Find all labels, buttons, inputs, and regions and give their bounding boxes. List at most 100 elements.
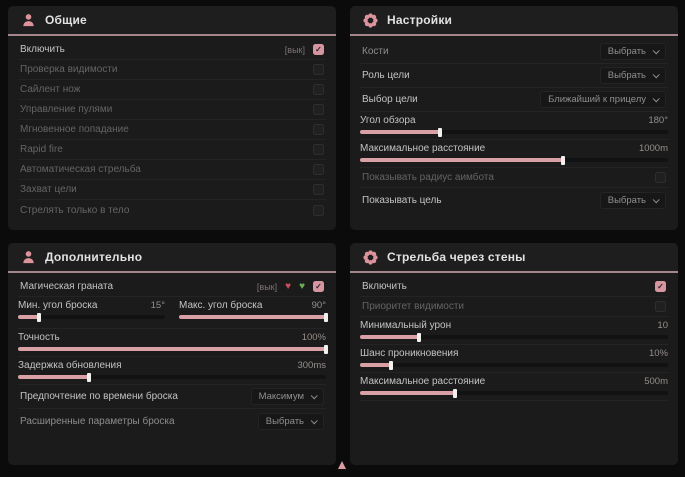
slider-fill[interactable] — [18, 372, 91, 382]
checkbox[interactable] — [313, 84, 324, 95]
green-heart-icon — [299, 282, 305, 292]
checkbox[interactable] — [313, 144, 324, 155]
chevron-down-icon — [652, 95, 660, 103]
hotkey-badge: [вык] — [256, 281, 278, 292]
row-label: Выбор цели — [362, 94, 418, 105]
dropdown-bones[interactable]: Кости Выбрать — [360, 40, 668, 64]
slider-fov[interactable]: Угол обзора 180° — [360, 112, 668, 140]
panel-general-header[interactable]: Общие — [8, 6, 336, 36]
slider-min-throw-angle[interactable]: Мин. угол броска 15° — [18, 300, 165, 328]
toggle-enable[interactable]: Включить [вык] — [18, 40, 326, 60]
slider-accuracy[interactable]: Точность 100% — [18, 329, 328, 357]
chevron-down-icon — [310, 392, 318, 400]
row-label: Мгновенное попадание — [20, 124, 129, 135]
person-icon — [23, 250, 34, 263]
slider-fill[interactable] — [360, 332, 421, 342]
checkbox-enable[interactable] — [313, 44, 324, 55]
throw-time-select[interactable]: Максимум — [250, 388, 324, 405]
row-label: Стрелять только в тело — [20, 204, 130, 216]
row-label: Задержка обновления — [18, 360, 122, 371]
target-role-select[interactable]: Выбрать — [599, 67, 666, 84]
panel-wallbang-header[interactable]: Стрельба через стены — [350, 243, 678, 273]
dropdown-throw-time-preference[interactable]: Предпочтение по времени броска Максимум — [18, 385, 326, 409]
slider-fill[interactable] — [360, 360, 393, 370]
row-label: Управление пулями — [20, 104, 113, 115]
slider-track[interactable] — [360, 155, 668, 165]
toggle-visibility-priority[interactable]: Приоритет видимости — [360, 297, 668, 317]
chevron-down-icon — [652, 71, 660, 79]
checkbox[interactable] — [313, 124, 324, 135]
panel-general: Общие Включить [вык] Проверка видимости … — [8, 6, 336, 230]
slider-fill[interactable] — [18, 344, 328, 354]
toggle-magic-grenade[interactable]: Магическая граната [вык] — [18, 277, 326, 297]
dropdown-show-target[interactable]: Показывать цель Выбрать — [360, 188, 668, 212]
row-label: Предпочтение по времени броска — [20, 391, 178, 402]
slider-max-throw-angle[interactable]: Макс. угол броска 90° — [179, 300, 328, 328]
toggle-instant-hit[interactable]: Мгновенное попадание — [18, 120, 326, 140]
slider-track[interactable] — [18, 312, 165, 322]
checkbox[interactable] — [313, 184, 324, 195]
slider-fill[interactable] — [360, 155, 566, 165]
toggle-rapid-fire[interactable]: Rapid fire — [18, 140, 326, 160]
toggle-bullet-control[interactable]: Управление пулями — [18, 100, 326, 120]
dropdown-extended-throw-params[interactable]: Расширенные параметры броска Выбрать — [18, 409, 326, 433]
slider-track[interactable] — [179, 312, 328, 322]
checkbox-wallbang-enable[interactable] — [655, 281, 666, 292]
select-value: Максимум — [258, 391, 304, 402]
slider-track[interactable] — [360, 127, 668, 137]
checkbox[interactable] — [313, 164, 324, 175]
throw-angle-sliders: Мин. угол броска 15° Макс. угол броска 9… — [18, 297, 328, 329]
toggle-auto-fire[interactable]: Автоматическая стрельба — [18, 160, 326, 180]
toggle-body-only[interactable]: Стрелять только в тело — [18, 200, 326, 220]
slider-min-damage[interactable]: Минимальный урон 10 — [360, 317, 668, 345]
slider-value: 100% — [301, 332, 326, 343]
flower-icon — [363, 12, 378, 28]
toggle-show-aimbot-radius[interactable]: Показывать радиус аимбота — [360, 168, 668, 188]
toggle-wallbang-enable[interactable]: Включить — [360, 277, 668, 297]
row-label: Макс. угол броска — [179, 300, 263, 311]
panel-title: Общие — [45, 13, 87, 27]
checkbox[interactable] — [655, 172, 666, 183]
row-label: Максимальное расстояние — [360, 143, 486, 154]
select-value: Выбрать — [607, 70, 646, 81]
slider-wallbang-max-distance[interactable]: Максимальное расстояние 500m — [360, 373, 668, 401]
slider-fill[interactable] — [360, 388, 458, 398]
slider-value: 10% — [648, 348, 668, 359]
slider-track[interactable] — [360, 388, 668, 398]
extended-params-select[interactable]: Выбрать — [257, 412, 324, 430]
show-target-select[interactable]: Выбрать — [599, 191, 666, 209]
dropdown-target-selection[interactable]: Выбор цели Ближайший к прицелу — [360, 88, 668, 112]
toggle-target-lock[interactable]: Захват цели — [18, 180, 326, 200]
panel-settings-header[interactable]: Настройки — [350, 6, 678, 36]
row-label: Магическая граната — [20, 281, 114, 292]
broken-heart-icon — [285, 282, 291, 292]
row-label: Включить — [20, 44, 65, 55]
slider-fill[interactable] — [179, 312, 328, 322]
slider-fill[interactable] — [360, 127, 443, 137]
checkbox[interactable] — [313, 204, 324, 216]
slider-track[interactable] — [360, 332, 668, 342]
slider-fill[interactable] — [18, 312, 41, 322]
slider-track[interactable] — [360, 360, 668, 370]
target-selection-select[interactable]: Ближайший к прицелу — [540, 91, 666, 108]
row-label: Показывать радиус аимбота — [362, 172, 494, 183]
checkbox[interactable] — [313, 104, 324, 115]
checkbox[interactable] — [313, 64, 324, 75]
dropdown-target-role[interactable]: Роль цели Выбрать — [360, 64, 668, 88]
toggle-silent-knife[interactable]: Сайлент нож — [18, 80, 326, 100]
slider-max-distance[interactable]: Максимальное расстояние 1000m — [360, 140, 668, 168]
checkbox-magic-grenade[interactable] — [313, 281, 324, 292]
slider-value: 500m — [644, 376, 668, 387]
bones-select[interactable]: Выбрать — [599, 43, 666, 60]
panel-additional: Дополнительно Магическая граната [вык] М… — [8, 243, 336, 465]
slider-track[interactable] — [18, 372, 326, 382]
slider-value: 300ms — [297, 360, 326, 371]
panel-wallbang: Стрельба через стены Включить Приоритет … — [350, 243, 678, 465]
slider-update-delay[interactable]: Задержка обновления 300ms — [18, 357, 326, 385]
panel-additional-header[interactable]: Дополнительно — [8, 243, 336, 273]
slider-penetration-chance[interactable]: Шанс проникновения 10% — [360, 345, 668, 373]
checkbox[interactable] — [655, 301, 666, 312]
slider-track[interactable] — [18, 344, 328, 354]
row-label: Включить — [362, 281, 407, 292]
toggle-visibility-check[interactable]: Проверка видимости — [18, 60, 326, 80]
